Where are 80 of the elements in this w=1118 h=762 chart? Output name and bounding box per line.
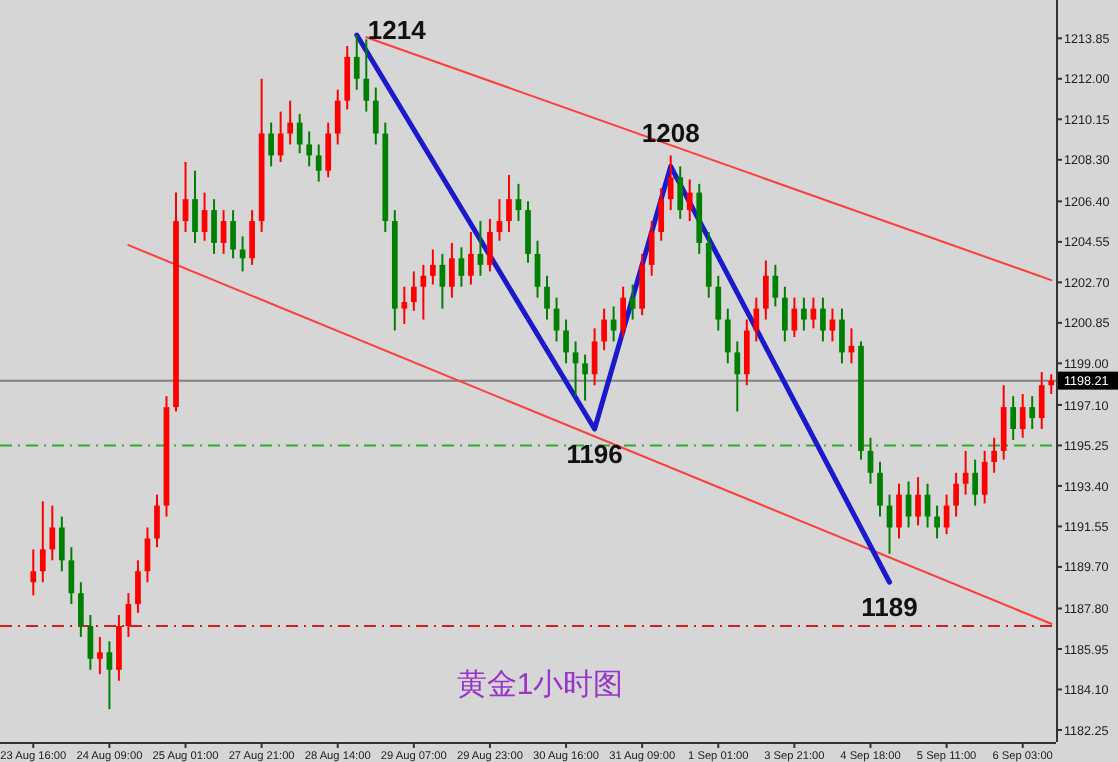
candlestick — [277, 110, 284, 163]
candlestick — [49, 504, 56, 562]
candlestick — [363, 38, 370, 113]
candlestick — [106, 640, 113, 711]
candlestick — [468, 231, 474, 286]
candlestick — [39, 500, 46, 584]
candlestick — [401, 285, 408, 325]
candlestick — [315, 143, 322, 183]
candlestick — [629, 283, 636, 321]
candlestick — [686, 178, 693, 223]
candlestick — [135, 559, 141, 614]
candlestick — [544, 274, 550, 321]
candlestick — [230, 209, 236, 260]
candlestick — [953, 471, 959, 518]
candlestick — [97, 635, 103, 676]
candlestick — [896, 482, 902, 540]
candlestick — [430, 248, 436, 286]
candlestick — [458, 246, 465, 288]
candlestick — [772, 263, 779, 308]
candlestick — [1038, 371, 1045, 430]
candlestick — [601, 307, 607, 352]
candlestick — [372, 86, 379, 146]
text: 黄金1小时图 — [456, 668, 624, 702]
candlestick — [839, 307, 845, 365]
candlestick — [991, 436, 998, 474]
candlestick — [801, 296, 807, 332]
annotation: 1196 — [566, 439, 623, 469]
candlestick — [287, 99, 294, 146]
candlestick — [268, 121, 274, 168]
candlestick — [325, 121, 332, 179]
candlestick — [353, 34, 360, 91]
candlestick — [30, 548, 37, 597]
candlestick — [410, 270, 417, 312]
candlestick — [487, 217, 493, 273]
candlestick — [506, 174, 512, 234]
candlestick — [620, 285, 626, 339]
candlestick — [743, 318, 750, 387]
candlestick — [211, 198, 217, 255]
candlestick — [582, 353, 588, 402]
candlestick — [525, 200, 531, 264]
candlestick — [648, 220, 655, 277]
candlestick — [1048, 373, 1055, 395]
annotation: 1214 — [367, 15, 428, 46]
candlestick — [563, 318, 569, 365]
candlestick — [154, 493, 160, 549]
candlestick — [449, 241, 455, 299]
candlestick — [1000, 384, 1007, 461]
candlestick — [78, 581, 84, 638]
candlestick — [715, 274, 722, 332]
candlestick — [420, 263, 427, 321]
candlestick — [68, 546, 75, 606]
candlestick — [639, 252, 646, 317]
candlestick — [334, 88, 341, 146]
candlestick — [1019, 392, 1026, 439]
candlestick — [677, 165, 684, 220]
candlestick — [972, 458, 978, 507]
candlestick — [877, 460, 883, 518]
candlestick — [658, 187, 665, 242]
candlestick — [116, 614, 122, 682]
candlestick — [296, 112, 303, 155]
annotation: 1189 — [861, 592, 918, 623]
candlestick — [667, 154, 674, 212]
candlestick — [753, 296, 760, 343]
candlestick — [782, 285, 788, 343]
candlestick — [934, 504, 940, 540]
candlestick — [58, 515, 65, 573]
candlestick — [1029, 395, 1036, 430]
candlestick — [734, 340, 741, 413]
candlestick — [1010, 395, 1017, 441]
candlestick — [915, 476, 921, 527]
annotation: 1208 — [641, 118, 700, 149]
candlestick — [344, 44, 351, 111]
candlestick — [762, 259, 769, 321]
candlestick — [820, 296, 826, 343]
candlestick — [705, 231, 712, 299]
candlestick — [724, 307, 731, 365]
candlestick — [249, 209, 255, 266]
candlestick — [192, 169, 198, 244]
candlestick — [981, 449, 988, 505]
candlestick — [306, 130, 313, 168]
